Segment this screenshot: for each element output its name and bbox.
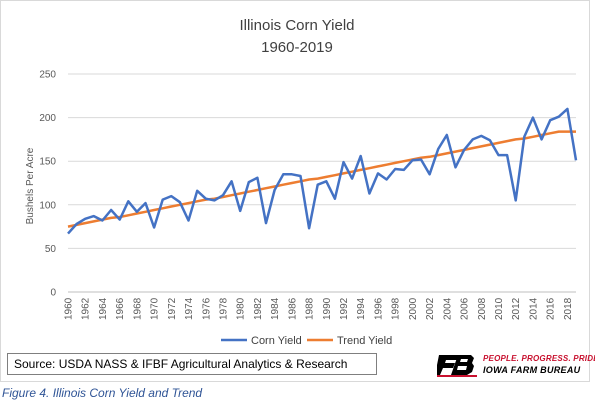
x-tick-label: 1960 (64, 297, 75, 320)
x-tick-label: 1988 (305, 297, 316, 320)
x-tick-label: 1986 (287, 297, 298, 320)
x-tick-label: 1968 (132, 297, 143, 320)
y-tick-label: 250 (39, 70, 56, 81)
x-tick-label: 1996 (373, 297, 384, 320)
x-tick-label: 1992 (339, 297, 350, 320)
chart-title: Illinois Corn Yield (239, 17, 354, 34)
y-tick-labels: 0 50 100 150 200 250 (39, 70, 56, 299)
chart-frame: Illinois Corn Yield 1960-2019 Bushels Pe… (0, 0, 595, 382)
legend-label-corn-yield: Corn Yield (251, 335, 302, 347)
x-tick-label: 1964 (98, 297, 109, 320)
y-tick-label: 50 (45, 244, 57, 255)
x-tick-label: 1972 (167, 297, 178, 320)
y-axis-label: Bushels Per Acre (25, 147, 36, 224)
x-tick-label: 1998 (391, 297, 402, 320)
gridlines (68, 73, 576, 293)
logo-name: IOWA FARM BUREAU (483, 365, 581, 375)
x-tick-label: 2012 (511, 297, 522, 320)
x-tick-label: 1962 (81, 297, 92, 320)
iowa-farm-bureau-logo: PEOPLE. PROGRESS. PRIDE. IOWA FARM BUREA… (437, 351, 595, 379)
x-tick-label: 2006 (460, 297, 471, 320)
series-lines (67, 107, 578, 235)
y-tick-label: 100 (39, 200, 56, 211)
y-tick-label: 150 (39, 157, 56, 168)
x-tick-label: 1994 (356, 297, 367, 320)
source-note: Source: USDA NASS & IFBF Agricultural An… (7, 353, 377, 375)
x-tick-label: 1990 (322, 297, 333, 320)
y-tick-label: 0 (50, 288, 56, 299)
chart-subtitle: 1960-2019 (261, 39, 333, 56)
x-tick-label: 1970 (150, 297, 161, 320)
x-tick-label: 2000 (408, 297, 419, 320)
logo-tagline: PEOPLE. PROGRESS. PRIDE. (483, 354, 595, 363)
series-line-corn-yield (67, 107, 578, 235)
farm-bureau-logo-icon (437, 355, 477, 377)
x-tick-label: 1984 (270, 297, 281, 320)
x-tick-label: 1966 (115, 297, 126, 320)
legend-label-trend-yield: Trend Yield (337, 335, 392, 347)
x-tick-label: 1976 (201, 297, 212, 320)
legend: Corn Yield Trend Yield (221, 335, 392, 347)
x-tick-label: 2010 (494, 297, 505, 320)
x-tick-label: 2018 (563, 297, 574, 320)
x-tick-label: 1980 (236, 297, 247, 320)
x-tick-labels: 1960 1962 1964 1966 1968 1970 1972 1974 1976 1978… (64, 297, 574, 320)
x-tick-label: 1974 (184, 297, 195, 320)
x-tick-label: 2004 (442, 297, 453, 320)
x-tick-label: 2016 (546, 297, 557, 320)
y-tick-label: 200 (39, 113, 56, 124)
x-tick-label: 1978 (218, 297, 229, 320)
x-tick-label: 1982 (253, 297, 264, 320)
figure-caption: Figure 4. Illinois Corn Yield and Trend (2, 386, 203, 400)
series-line-trend-yield (67, 130, 576, 228)
chart: Illinois Corn Yield 1960-2019 Bushels Pe… (25, 17, 578, 347)
x-tick-label: 2014 (528, 297, 539, 320)
x-tick-label: 2002 (425, 297, 436, 320)
x-tick-label: 2008 (477, 297, 488, 320)
